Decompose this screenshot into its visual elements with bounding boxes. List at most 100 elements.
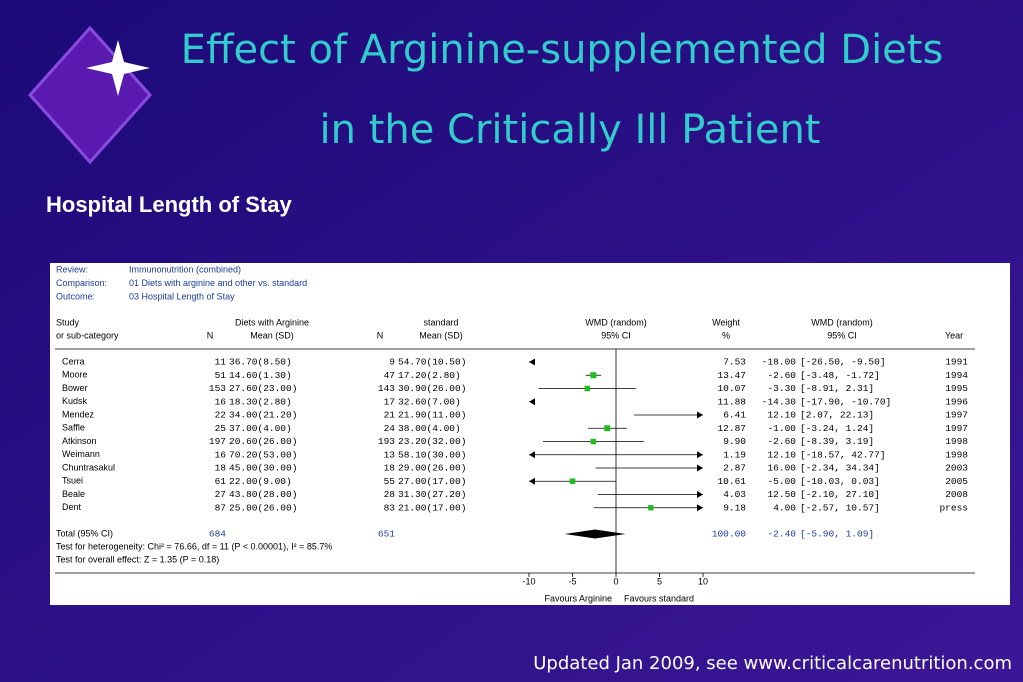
weight: 12.87 [717,423,746,434]
ci: [-26.50, -9.50] [800,357,886,368]
column-header: Year [945,330,963,340]
ci: [-8.39, 3.19] [800,436,874,447]
logo [27,25,153,165]
n1: 153 [209,383,226,394]
ci-arrow [697,411,703,419]
mean2: 38.00(4.00) [398,423,461,434]
n2: 47 [384,370,395,381]
study-name: Tsuei [62,476,83,486]
total-n1: 684 [209,529,226,540]
wmd: -3.30 [767,383,796,394]
mean2: 30.90(26.00) [398,383,466,394]
mean1: 25.00(26.00) [229,502,297,513]
n1: 51 [215,370,227,381]
test-note: Test for overall effect: Z = 1.35 (P = 0… [56,554,219,564]
weight: 9.90 [723,436,746,447]
n1: 18 [215,463,227,474]
title: in the Critically Ill Patient [320,107,821,153]
ci-arrow [529,398,535,406]
x-tick-label: 10 [698,576,708,586]
year: 1998 [945,436,968,447]
study-name: Dent [62,502,82,512]
ci-arrow [697,451,703,459]
mean1: 18.30(2.80) [229,396,292,407]
mean2: 32.60(7.00) [398,396,461,407]
footer: Updated Jan 2009, see www.criticalcarenu… [533,653,1012,674]
weight: 10.07 [717,383,746,394]
n1: 16 [215,449,227,460]
column-header: Mean (SD) [250,330,294,340]
wmd: -5.00 [767,476,796,487]
weight: 7.53 [723,357,746,368]
ci: [-18.57, 42.77] [800,449,886,460]
study-name: Chuntrasakul [62,462,115,472]
ci-arrow [529,477,535,485]
n2: 83 [384,502,396,513]
column-header: WMD (random) [585,317,647,327]
wmd: -1.00 [767,423,796,434]
year: press [939,502,968,513]
wmd: -2.60 [767,436,796,447]
mean1: 37.00(4.00) [229,423,292,434]
info-value: Immunonutrition (combined) [129,264,241,274]
n2: 193 [378,436,395,447]
x-tick-label: 5 [657,576,662,586]
n2: 24 [384,423,396,434]
ci: [-2.34, 34.34] [800,463,880,474]
x-tick-label: -5 [568,576,576,586]
ci-arrow [697,504,703,512]
column-header: 95% CI [601,330,631,340]
panel [50,263,1010,605]
mean1: 36.70(8.50) [229,357,292,368]
info-value: 01 Diets with arginine and other vs. sta… [129,278,307,288]
x-label-right: Favours standard [624,593,694,603]
total-wmd: -2.40 [767,529,796,540]
n2: 143 [378,383,395,394]
n1: 22 [215,410,227,421]
study-name: Cerra [62,356,85,366]
wmd: -2.60 [767,370,796,381]
ci: [-10.03, 0.03] [800,476,880,487]
weight: 11.88 [717,396,746,407]
weight: 13.47 [717,370,746,381]
year: 2008 [945,489,968,500]
column-header: N [377,330,384,340]
ci: [-3.24, 1.24] [800,423,874,434]
mean2: 31.30(27.20) [398,489,466,500]
weight: 6.41 [723,410,746,421]
ci-arrow [697,491,703,498]
info-label: Outcome: [56,291,95,301]
wmd: 12.10 [767,449,796,460]
ci: [-17.90, -10.70] [800,396,891,407]
total-label: Total (95% CI) [56,528,113,538]
wmd: 16.00 [767,463,796,474]
ci-arrow [529,358,535,366]
mean1: 20.60(26.00) [229,436,297,447]
weight: 1.19 [723,449,746,460]
column-header: WMD (random) [811,317,873,327]
n2: 9 [389,357,395,368]
plot-area [529,361,703,511]
mean2: 29.00(26.00) [398,463,466,474]
info-value: 03 Hospital Length of Stay [129,291,235,301]
column-header: Weight [712,317,740,327]
n1: 16 [215,396,227,407]
pooled-diamond [564,529,626,539]
mean2: 21.90(11.00) [398,410,466,421]
year: 1994 [945,370,968,381]
study-name: Saffle [62,423,85,433]
year: 1991 [945,357,968,368]
column-header: or sub-category [56,330,119,340]
mean2: 54.70(10.50) [398,357,466,368]
mean1: 45.00(30.00) [229,463,297,474]
year: 1996 [945,396,968,407]
study-name: Weimann [62,449,100,459]
weight: 4.03 [723,489,746,500]
n1: 27 [215,489,226,500]
effect-box [569,478,576,485]
year: 1997 [945,410,968,421]
weight: 9.18 [723,502,746,513]
column-header: 95% CI [827,330,857,340]
mean1: 14.60(1.30) [229,370,292,381]
study-name: Kudsk [62,396,88,406]
